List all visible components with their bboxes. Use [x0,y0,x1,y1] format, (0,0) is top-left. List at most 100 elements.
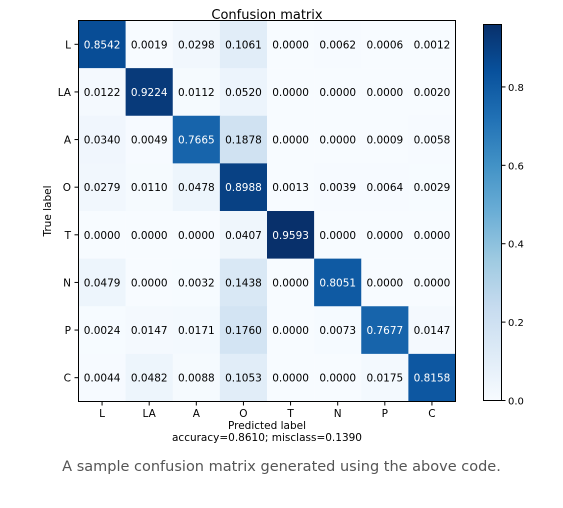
cell-value-label: 0.0000 [366,230,403,242]
cell-value-label: 0.0064 [366,182,403,194]
heatmap-cell [172,211,221,259]
x-tick-label: LA [143,408,157,420]
heatmap-cell [125,163,174,212]
cell-value-label: 0.0000 [319,373,356,385]
heatmap-cell [314,306,362,355]
cell-value-label: 0.8158 [414,373,451,385]
cell-value-label: 0.1438 [225,277,262,289]
x-tick-label: L [99,408,105,420]
heatmap-cell [78,163,126,212]
x-tick-label: O [239,408,247,420]
figure-caption: A sample confusion matrix generated usin… [62,459,501,475]
heatmap-cell [172,163,221,212]
cell-value-label: 0.0171 [178,325,215,337]
cell-value-label: 0.0482 [131,373,168,385]
cell-value-label: 0.0019 [131,39,168,51]
x-tick-label: N [334,408,342,420]
cell-value-label: 0.0000 [319,87,356,99]
heatmap-cell [125,353,174,402]
cell-value-label: 0.0044 [84,373,121,385]
y-axis-ticks: L LA A O T N P C [58,39,79,385]
cell-value-label: 0.0479 [84,277,121,289]
y-tick-label: LA [58,87,72,99]
heatmap-cell [408,115,456,164]
heatmap-cell [219,258,268,307]
heatmap-cell [78,306,126,355]
heatmap-cell [78,68,126,117]
cell-value-label: 0.0340 [84,135,121,147]
cell-value-label: 0.0000 [272,277,309,289]
heatmap-cell [172,115,221,164]
cell-value-label: 0.1053 [225,373,262,385]
colorbar-tick-label: 0.4 [508,240,524,251]
cell-value-label: 0.0000 [272,325,309,337]
heatmap-cell [314,211,362,259]
heatmap-cell [219,353,268,402]
heatmap-cell [219,115,268,164]
heatmap-cell [408,163,456,212]
cell-value-label: 0.0407 [225,230,262,242]
heatmap-cell [314,20,362,69]
cell-value-label: 0.0000 [272,39,309,51]
heatmap-cell [314,68,362,117]
heatmap-cell [219,68,268,117]
accuracy-label: accuracy=0.8610; misclass=0.1390 [172,432,362,444]
heatmap-cell [314,163,362,212]
heatmap-cell [267,68,315,117]
colorbar-tick-label: 0.0 [508,397,524,408]
heatmap-cell [267,353,315,402]
cell-value-label: 0.7665 [178,135,215,147]
heatmap-cell [219,211,268,259]
x-tick-label: A [193,408,201,420]
colorbar-tick-label: 0.8 [508,83,524,94]
heatmap-cell [267,163,315,212]
heatmap-cell [172,306,221,355]
cell-value-label: 0.9224 [131,87,168,99]
heatmap-cell [78,258,126,307]
y-tick-label: L [65,39,71,51]
heatmap-cell [314,353,362,402]
x-tick-label: T [286,408,294,420]
heatmap-cell [408,20,456,69]
cell-value-label: 0.0012 [414,39,451,51]
cell-value-label: 0.0112 [178,87,215,99]
colorbar [483,24,502,401]
x-tick-label: P [382,408,388,420]
heatmap-cell [267,211,315,259]
heatmap-cell [219,163,268,212]
cell-value-label: 0.0049 [131,135,168,147]
heatmap-cell [361,306,409,355]
heatmap-cell [267,20,315,69]
heatmap-cell-labels: 0.8542 0.0019 0.0298 0.1061 0.0000 0.0062 0.00… [84,39,451,384]
cell-value-label: 0.0147 [414,325,451,337]
chart-title: Confusion matrix [211,8,322,23]
heatmap-cell [78,353,126,402]
cell-value-label: 0.0073 [319,325,356,337]
heatmap-cell [408,211,456,259]
heatmap-cell [78,20,126,69]
y-tick-label: T [64,230,72,242]
y-axis-label: True label [42,185,54,237]
cell-value-label: 0.0009 [366,135,403,147]
cell-value-label: 0.0020 [414,87,451,99]
cell-value-label: 0.1878 [225,135,262,147]
heatmap-cell [361,353,409,402]
cell-value-label: 0.0175 [366,373,403,385]
cell-value-label: 0.0032 [178,277,215,289]
cell-value-label: 0.0013 [272,182,309,194]
cell-value-label: 0.9593 [272,230,309,242]
cell-value-label: 0.1760 [225,325,262,337]
y-tick-label: N [63,277,71,289]
cell-value-label: 0.8542 [84,39,121,51]
heatmap-cell [361,115,409,164]
colorbar-tick-label: 0.2 [508,318,524,329]
heatmap-cell [125,20,174,69]
cell-value-label: 0.0000 [272,135,309,147]
cell-value-label: 0.0298 [178,39,215,51]
cell-value-label: 0.7677 [366,325,403,337]
heatmap-cell [172,353,221,402]
cell-value-label: 0.0000 [319,230,356,242]
heatmap-cell [361,258,409,307]
heatmap-cell [125,258,174,307]
heatmap-cell [361,20,409,69]
